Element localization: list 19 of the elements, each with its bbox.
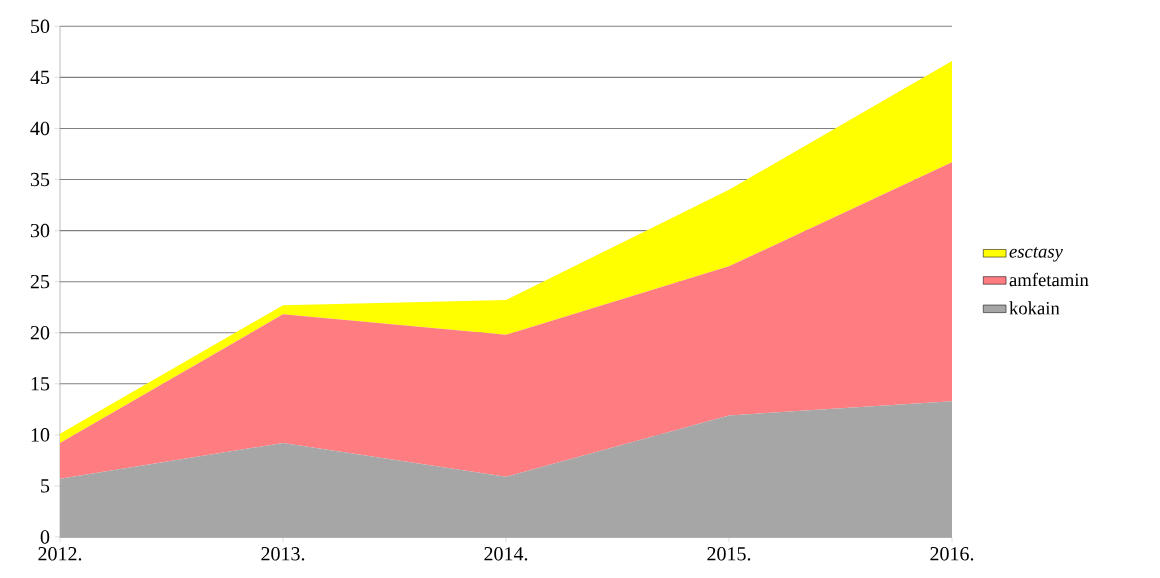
x-tick-label: 2013. <box>261 547 305 561</box>
y-tick-label: 45 <box>30 70 50 85</box>
x-tick-label: 2014. <box>484 547 528 561</box>
y-tick-label: 0 <box>40 530 50 544</box>
legend-label: kokain <box>1009 301 1060 315</box>
legend-label: esctasy <box>1009 247 1063 262</box>
y-tick-label: 10 <box>31 428 50 442</box>
y-tick-label: 30 <box>30 223 50 238</box>
y-tick-label: 35 <box>30 172 50 187</box>
y-tick-label: 5 <box>41 479 50 493</box>
y-tick-label: 40 <box>30 121 50 136</box>
y-tick-label: 50 <box>31 19 50 34</box>
x-tick-label: 2015. <box>707 547 751 561</box>
x-tick-label: 2012. <box>38 547 82 561</box>
y-tick-label: 15 <box>31 377 50 391</box>
x-tick-label: 2016. <box>930 547 974 561</box>
y-tick-label: 20 <box>30 325 50 340</box>
legend-label: amfetamin <box>1009 272 1089 287</box>
y-tick-label: 25 <box>30 274 50 289</box>
